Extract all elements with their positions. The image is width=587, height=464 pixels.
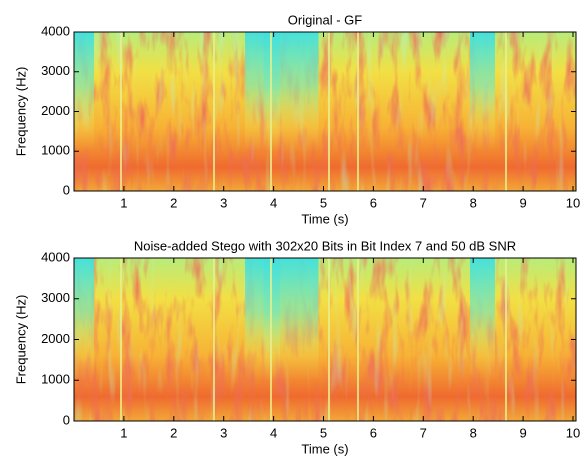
y-tick-label: 1000 (41, 143, 70, 158)
x-tick-label: 9 (519, 195, 526, 210)
spectrogram-gap (120, 258, 122, 421)
chart-title: Noise-added Stego with 302x20 Bits in Bi… (134, 238, 516, 253)
y-tick-label: 3000 (41, 63, 70, 78)
spectrogram-gap (213, 258, 215, 421)
spectrogram-quiet (470, 32, 495, 152)
x-tick-label: 2 (170, 195, 177, 210)
x-tick-label: 3 (220, 195, 227, 210)
spectrogram-gap (120, 32, 122, 191)
x-tick-label: 9 (519, 425, 526, 440)
spectrogram-quiet (263, 32, 319, 152)
spectrogram-gap (328, 258, 330, 421)
x-axis-label: Time (s) (301, 211, 348, 226)
spectrogram-gap (270, 258, 272, 421)
x-tick-label: 4 (270, 195, 277, 210)
x-tick-label: 1 (120, 425, 127, 440)
x-tick-label: 10 (566, 425, 580, 440)
spectrogram-quiet (74, 258, 94, 381)
x-tick-label: 7 (420, 425, 427, 440)
spectrogram-texture (74, 32, 576, 191)
x-tick-label: 5 (320, 425, 327, 440)
x-tick-label: 1 (120, 195, 127, 210)
x-tick-label: 4 (270, 425, 277, 440)
y-tick-label: 2000 (41, 331, 70, 346)
spectrogram-gap (505, 32, 507, 191)
x-tick-label: 6 (370, 425, 377, 440)
spectrogram-gap (357, 258, 359, 421)
spectrogram-gap (270, 32, 272, 191)
y-tick-label: 0 (63, 182, 70, 197)
spectrogram-gap (328, 32, 330, 191)
x-tick-label: 8 (470, 425, 477, 440)
x-tick-label: 10 (566, 195, 580, 210)
y-tick-label: 0 (63, 412, 70, 427)
y-tick-label: 4000 (41, 23, 70, 38)
x-axis-label: Time (s) (301, 441, 348, 456)
spectrogram-quiet (263, 258, 319, 381)
x-tick-label: 8 (470, 195, 477, 210)
x-tick-label: 7 (420, 195, 427, 210)
x-tick-label: 2 (170, 425, 177, 440)
spectrogram-gap (505, 258, 507, 421)
y-tick-label: 3000 (41, 290, 70, 305)
y-tick-label: 2000 (41, 103, 70, 118)
spectrogram-quiet (470, 258, 495, 381)
y-axis-label: Frequency (Hz) (13, 67, 28, 157)
spectrogram-quiet (74, 32, 94, 152)
chart-title: Original - GF (288, 12, 362, 27)
y-tick-label: 1000 (41, 372, 70, 387)
y-tick-label: 4000 (41, 249, 70, 264)
x-tick-label: 5 (320, 195, 327, 210)
spectrogram-gap (357, 32, 359, 191)
y-axis-label: Frequency (Hz) (13, 295, 28, 385)
spectrogram-texture (74, 258, 576, 421)
spectrogram-gap (213, 32, 215, 191)
x-tick-label: 6 (370, 195, 377, 210)
x-tick-label: 3 (220, 425, 227, 440)
